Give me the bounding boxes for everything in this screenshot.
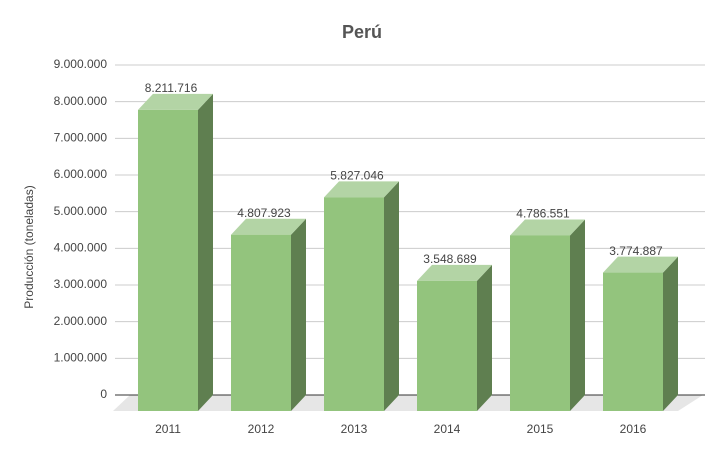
x-tick-label: 2014 [434,422,461,436]
bar [231,234,291,411]
data-label: 3.548.689 [423,252,477,266]
y-tick-label: 1.000.000 [54,351,108,365]
data-label: 5.827.046 [330,169,384,183]
y-tick-label: 2.000.000 [54,314,108,328]
bar-side [384,181,399,411]
bar-top [138,93,213,110]
y-tick-label: 3.000.000 [54,277,108,291]
data-label: 4.786.551 [516,207,570,221]
data-label: 3.774.887 [609,244,663,258]
y-tick-label: 7.000.000 [54,131,108,145]
bar-top [324,181,399,198]
y-tick-label: 8.000.000 [54,94,108,108]
chart-title: Perú [342,22,382,42]
bar [324,197,384,411]
data-label: 4.807.923 [237,206,291,220]
y-tick-label: 5.000.000 [54,204,108,218]
x-tick-label: 2011 [155,422,181,436]
bar [138,109,198,411]
bar [417,280,477,411]
x-tick-label: 2013 [341,422,368,436]
bar-side [291,218,306,411]
bar-side [198,93,213,411]
bar [603,272,663,411]
bar-top [231,218,306,235]
bar-top [417,264,492,281]
x-tick-label: 2015 [527,422,554,436]
bar [510,235,570,411]
x-tick-label: 2012 [248,422,275,436]
y-tick-label: 4.000.000 [54,241,108,255]
y-tick-label: 6.000.000 [54,167,108,181]
bar-side [570,219,585,411]
bar-side [663,256,678,411]
bar-side [477,264,492,411]
data-label: 8.211.716 [145,81,198,95]
y-axis-label: Producción (toneladas) [22,185,36,308]
y-tick-label: 9.000.000 [54,57,108,71]
bar-top [603,256,678,273]
bar-top [510,219,585,236]
y-tick-label: 0 [100,387,107,401]
x-tick-label: 2016 [620,422,647,436]
